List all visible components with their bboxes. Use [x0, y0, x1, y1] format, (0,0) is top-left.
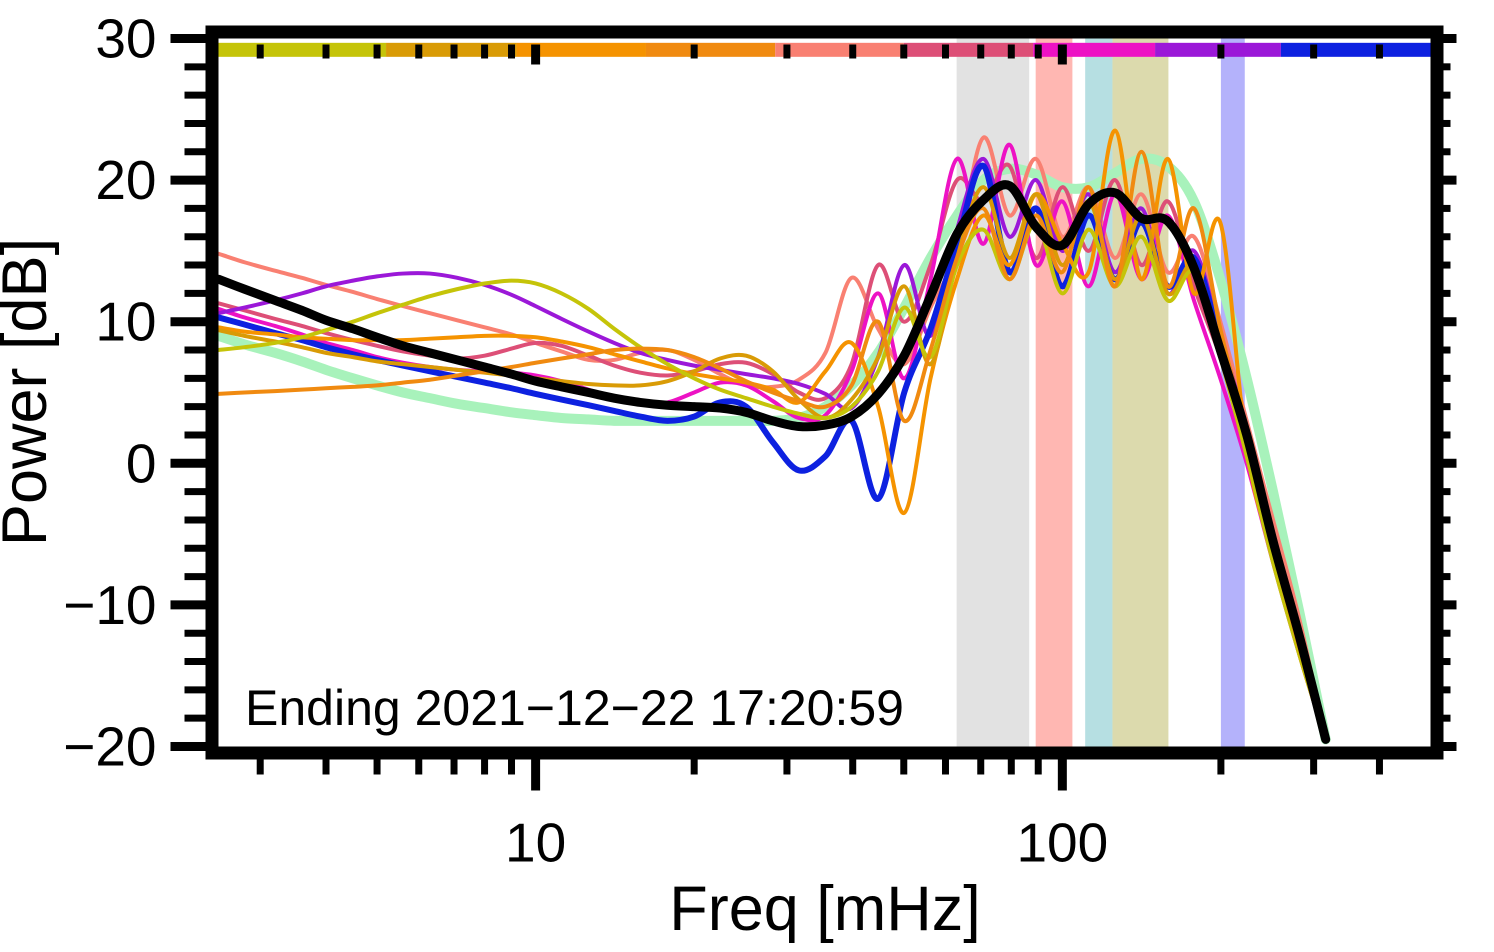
band-gray [956, 38, 1030, 747]
colorbar-segment-6 [1033, 42, 1156, 57]
ending-timestamp-annotation: Ending 2021−12−22 17:20:59 [245, 680, 904, 736]
x-axis-title: Freq [mHz] [669, 874, 981, 944]
y-tick-label: 10 [95, 291, 156, 353]
y-tick-label: 0 [126, 432, 157, 494]
axis-ticks-group [170, 34, 1457, 791]
colorbar-segment-2 [516, 42, 646, 57]
axis-tick-labels-group: 10 100 −20 −10 0 10 20 30 [63, 8, 1108, 874]
y-tick-label: 30 [95, 8, 156, 70]
colorbar-segment-3 [645, 42, 776, 57]
curve-salmon-run [216, 135, 1328, 742]
y-tick-label: −10 [63, 574, 156, 636]
band-pink [1035, 38, 1073, 747]
curve-orange-run-b [216, 149, 1328, 742]
spectrum-curves-group [213, 128, 1331, 745]
curve-mean [214, 180, 1331, 744]
colorbar-segment-5 [903, 42, 1034, 57]
axis-frame [205, 25, 1444, 760]
y-tick-label: −20 [63, 716, 156, 778]
x-tick-label: 10 [505, 812, 566, 874]
shaded-bands-group [956, 38, 1245, 747]
curve-orange-run-a [216, 128, 1328, 742]
y-axis-title: Power [dB] [0, 238, 60, 546]
y-tick-label: 20 [95, 149, 156, 211]
top-colorbar [218, 42, 1431, 57]
colorbar-segment-4 [775, 42, 904, 57]
curve-olive-run [216, 220, 1328, 742]
x-tick-label: 100 [1016, 812, 1108, 874]
colorbar-segment-0 [218, 42, 387, 57]
colorbar-segment-8 [1280, 42, 1431, 57]
